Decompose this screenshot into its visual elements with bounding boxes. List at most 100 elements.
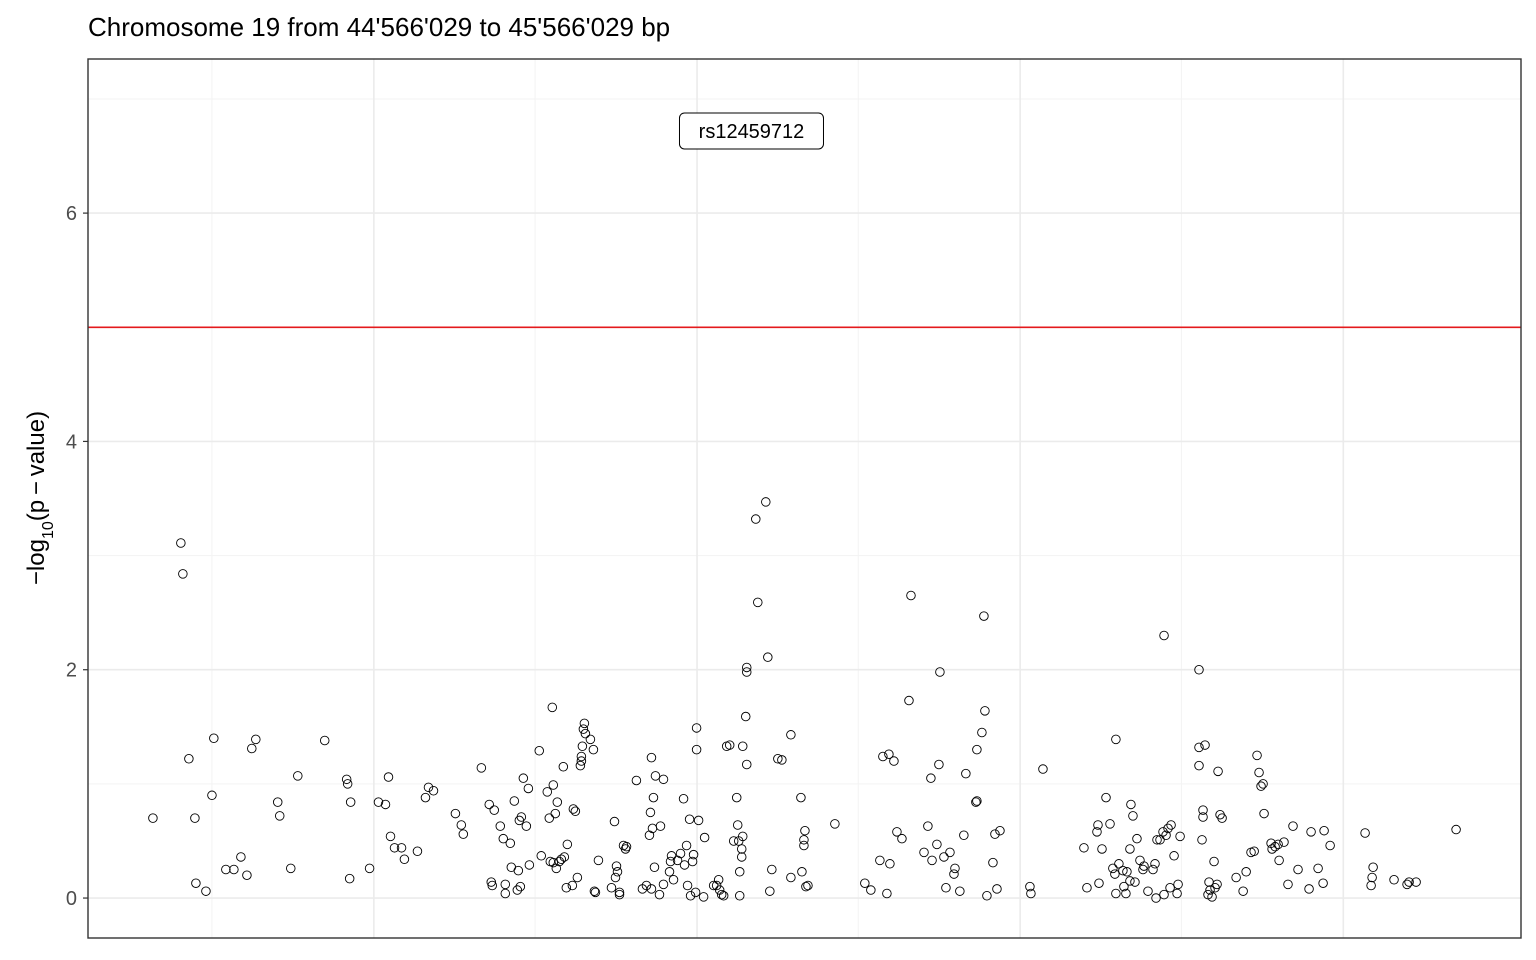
snp-point: [736, 852, 747, 862]
snp-point: [860, 878, 870, 888]
snp-point: [552, 797, 563, 807]
snp-point: [399, 854, 410, 864]
snp-point: [1125, 876, 1135, 886]
snp-point: [641, 880, 652, 891]
snp-point: [800, 825, 810, 836]
y-axis-label-arg: (p − value): [23, 411, 50, 521]
snp-point: [1130, 877, 1140, 887]
snp-point: [797, 867, 807, 877]
snp-point: [685, 891, 696, 901]
snp-point: [1111, 888, 1121, 899]
snp-point: [620, 844, 631, 854]
snp-point: [927, 855, 937, 866]
snp-point: [665, 856, 676, 867]
snp-point: [458, 829, 469, 839]
snp-point: [345, 797, 356, 807]
snp-point: [995, 825, 1005, 836]
snp-point: [650, 771, 661, 781]
snp-point: [658, 879, 669, 890]
snp-point: [1404, 877, 1414, 887]
snp-point: [1114, 859, 1124, 869]
y-axis-label-log: log: [23, 539, 50, 571]
snp-point: [578, 724, 589, 734]
snp-point: [698, 892, 709, 902]
snp-point: [990, 829, 1000, 839]
snp-point: [1304, 884, 1314, 894]
snp-point: [1101, 792, 1111, 803]
snp-point: [588, 744, 599, 755]
snp-point: [1159, 889, 1169, 900]
snp-point: [648, 792, 659, 803]
snp-point: [1169, 851, 1179, 861]
snp-point: [515, 881, 526, 892]
snp-point: [542, 787, 553, 797]
snp-point: [1165, 883, 1175, 893]
snp-point: [612, 867, 623, 877]
snp-point: [1389, 875, 1399, 885]
snp-point: [556, 854, 567, 864]
snp-point: [679, 860, 690, 870]
snp-point: [1121, 888, 1131, 899]
snp-point: [1163, 823, 1173, 834]
y-axis-label-minus: −: [23, 571, 50, 585]
snp-point: [523, 783, 534, 794]
snp-point: [799, 835, 809, 845]
snp-point: [1274, 855, 1284, 866]
snp-point: [734, 891, 745, 901]
snp-point: [544, 813, 555, 823]
snp-point: [184, 754, 194, 764]
snp-point: [1241, 867, 1251, 877]
snp-point: [1207, 892, 1217, 902]
snp-point: [753, 597, 763, 608]
snp-point: [737, 741, 748, 751]
plot-panel: rs12459712 0 2 4 6: [66, 58, 1522, 939]
snp-point: [380, 799, 391, 810]
snp-point: [631, 775, 642, 786]
snp-point: [1151, 893, 1161, 903]
snp-point: [1360, 828, 1370, 838]
snp-point: [988, 857, 998, 868]
snp-point: [1139, 861, 1149, 871]
snp-point: [664, 867, 675, 877]
snp-point: [518, 773, 529, 783]
snp-point: [236, 852, 246, 862]
snp-point: [1092, 827, 1102, 837]
snp-point: [593, 855, 604, 866]
snp-point: [688, 849, 699, 860]
chart-title: Chromosome 19 from 44'566'029 to 45'566'…: [88, 12, 670, 42]
snp-point: [1254, 767, 1264, 778]
snp-point: [666, 851, 677, 861]
snp-point: [611, 861, 622, 871]
snp-point: [699, 832, 710, 843]
snp-point: [724, 740, 735, 750]
snp-point: [1122, 867, 1132, 877]
snp-point: [576, 756, 587, 766]
snp-point: [1159, 630, 1169, 641]
snp-point: [1194, 742, 1204, 753]
snp-point: [428, 785, 439, 796]
snp-point: [558, 762, 569, 772]
snp-point: [342, 779, 353, 789]
snp-point: [272, 797, 283, 807]
snp-point: [1118, 865, 1128, 876]
snp-point: [579, 718, 590, 729]
snp-point: [567, 880, 578, 891]
snp-point: [221, 864, 231, 875]
snp-point: [1138, 864, 1148, 875]
snp-point: [777, 755, 787, 765]
snp-point: [941, 883, 951, 893]
snp-point: [423, 782, 434, 793]
snp-point: [561, 883, 572, 893]
snp-point: [562, 839, 573, 850]
snp-point: [935, 667, 945, 677]
snp-point: [589, 886, 600, 896]
snp-point: [551, 863, 562, 874]
snp-point: [486, 877, 496, 887]
snp-point: [1173, 879, 1183, 890]
snp-point: [229, 864, 239, 875]
snp-point: [577, 741, 588, 751]
snp-point: [708, 880, 719, 891]
snp-point: [959, 830, 969, 841]
snp-point: [761, 497, 771, 507]
